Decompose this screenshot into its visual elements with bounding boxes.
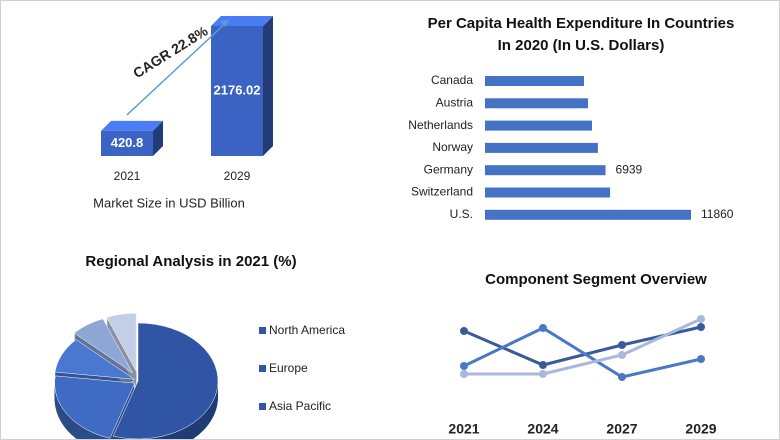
y-tick-label: U.S.: [450, 207, 473, 221]
bar: [485, 76, 585, 86]
point: [618, 341, 626, 349]
legend-label: Europe: [269, 361, 308, 375]
pie-slice: [73, 318, 133, 373]
legend-swatch: [259, 365, 266, 372]
value-label: 420.8: [111, 135, 144, 150]
x-tick-label: 2024: [527, 421, 558, 437]
legend-swatch: [259, 327, 266, 334]
value-label: 2176.02: [214, 82, 261, 97]
y-tick-label: Netherlands: [408, 118, 473, 132]
pie-slice: [106, 312, 137, 372]
point: [697, 323, 705, 331]
point: [697, 355, 705, 363]
legend-label: Middle East & Africa: [269, 437, 377, 439]
point: [618, 373, 626, 381]
bar-side: [153, 120, 163, 156]
bar: [485, 120, 592, 131]
x-tick-label: 2029: [224, 169, 251, 183]
y-tick-label: Austria: [436, 95, 474, 109]
bar-top: [101, 120, 163, 131]
x-tick-label: 2027: [606, 421, 637, 437]
legend-label: Asia Pacific: [269, 399, 331, 413]
value-label: 11860: [701, 207, 734, 221]
x-tick-label: 2029: [685, 421, 716, 437]
point: [697, 315, 705, 323]
y-tick-label: Canada: [431, 73, 473, 87]
annotation: CAGR 22.8%: [130, 22, 211, 81]
line: [464, 317, 702, 376]
point: [460, 370, 468, 378]
x-axis-label: Market Size in USD Billion: [93, 195, 245, 210]
arrow: [126, 19, 230, 116]
pie-slice: [54, 339, 136, 380]
arrow-head: [220, 20, 229, 27]
bar: [485, 165, 606, 176]
line: [463, 326, 702, 379]
y-tick-label: Germany: [424, 162, 473, 176]
x-tick-label: 2021: [114, 169, 141, 183]
bar: [101, 130, 153, 156]
bar: [485, 142, 598, 153]
bar: [485, 209, 691, 220]
value-label: 6939: [616, 162, 643, 176]
bar: [485, 187, 611, 198]
y-tick-label: Norway: [432, 140, 473, 154]
point: [618, 351, 626, 359]
bar: [485, 98, 588, 109]
x-tick-label: 2021: [448, 421, 479, 437]
point: [539, 324, 547, 332]
point: [460, 327, 468, 335]
chart-title: Regional Analysis in 2021 (%): [85, 253, 297, 270]
line: [463, 325, 702, 367]
chart-title: Per Capita Health Expenditure In Countri…: [427, 15, 735, 54]
point: [460, 362, 468, 370]
bar-side: [263, 16, 273, 156]
y-tick-label: Switzerland: [411, 185, 473, 199]
legend-label: North America: [269, 323, 345, 337]
legend-swatch: [259, 403, 266, 410]
pie-slice: [54, 375, 135, 439]
bar: [211, 26, 263, 156]
pie-slice: [112, 322, 219, 439]
point: [539, 361, 547, 369]
point: [539, 370, 547, 378]
chart-title: Component Segment Overview: [485, 271, 707, 288]
